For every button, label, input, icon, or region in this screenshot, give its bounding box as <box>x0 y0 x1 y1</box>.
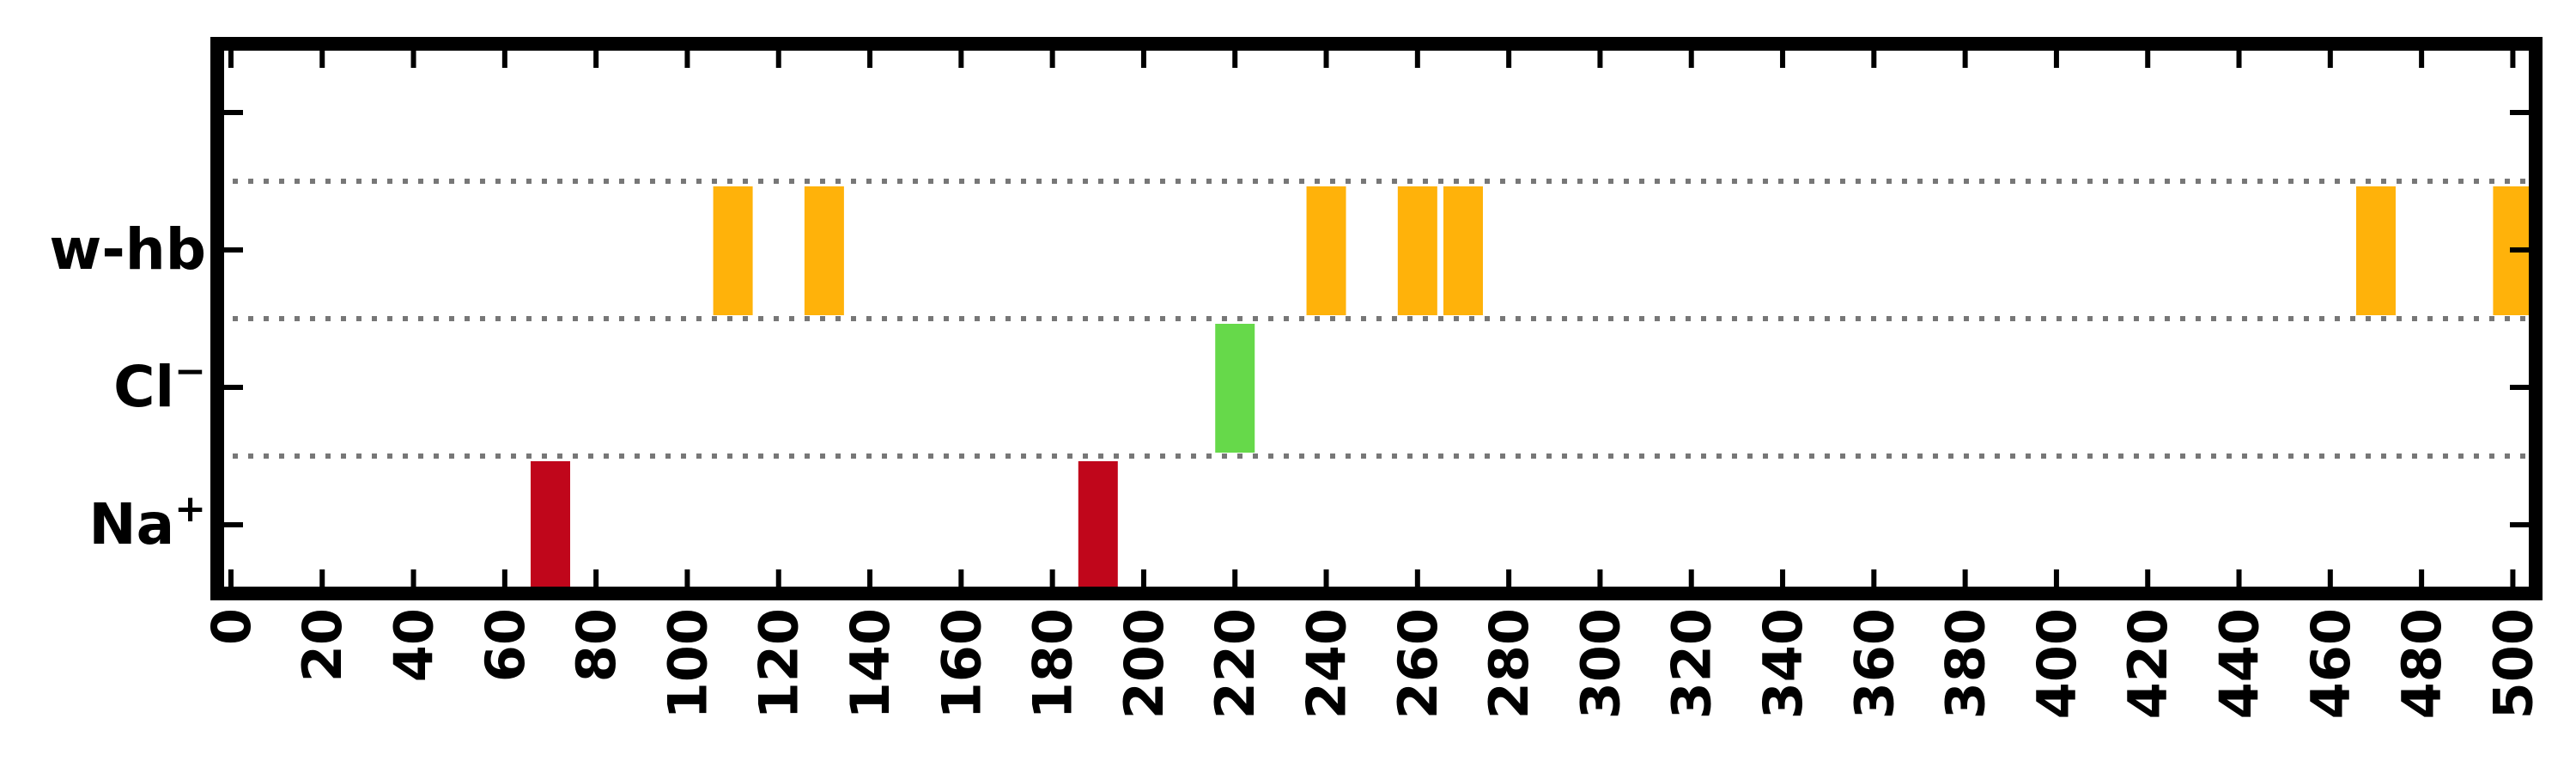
y-tick-label: Na+ <box>88 487 206 557</box>
x-tick-label: 0 <box>200 608 263 645</box>
x-tick-label: 380 <box>1935 608 1997 719</box>
event-bars <box>530 186 2529 590</box>
event-bar <box>713 186 753 315</box>
x-tick-label: 300 <box>1569 608 1631 719</box>
event-bar <box>1215 324 1255 453</box>
y-tick-label-text: Na <box>88 491 174 557</box>
x-tick-label: 140 <box>839 608 902 719</box>
x-tick-label: 240 <box>1296 608 1358 719</box>
gridlines <box>217 179 2536 459</box>
x-tick-label: 40 <box>383 608 446 682</box>
x-tick-label: 200 <box>1113 608 1176 719</box>
x-tick-label: 340 <box>1752 608 1814 719</box>
x-tick-label: 100 <box>656 608 719 719</box>
x-tick-label: 180 <box>1022 608 1084 719</box>
event-bar <box>1306 186 1346 315</box>
y-tick-label-text: w-hb <box>49 216 206 283</box>
x-tick-label: 220 <box>1204 608 1267 719</box>
event-bar <box>804 186 844 315</box>
y-tick-label: w-hb <box>49 216 206 283</box>
y-tick-label-text: Cl <box>113 354 174 420</box>
x-tick-label: 460 <box>2300 608 2362 719</box>
y-tick-labels: Na+ Cl− w-hb <box>49 216 206 557</box>
x-tick-label: 400 <box>2026 608 2088 719</box>
y-tick-label: Cl− <box>113 350 206 420</box>
x-tick-label: 160 <box>930 608 993 719</box>
x-tick-label: 440 <box>2208 608 2271 719</box>
event-bar <box>1397 186 1437 315</box>
event-bar <box>530 461 570 590</box>
x-tick-label: 260 <box>1387 608 1449 719</box>
x-tick-label: 360 <box>1843 608 1905 719</box>
event-bar <box>1078 461 1118 590</box>
x-tick-label: 80 <box>565 608 628 682</box>
x-tick-label: 420 <box>2117 608 2179 719</box>
plot-frame <box>210 37 2543 600</box>
x-tick-labels: 0 20 40 60 80 100 120 140 160 180 200 220 240 260 280 3… <box>200 608 2544 719</box>
event-bar <box>2355 186 2396 315</box>
x-tick-label: 120 <box>748 608 811 719</box>
x-tick-label: 500 <box>2482 608 2544 719</box>
y-tick-label-sup: + <box>174 487 206 531</box>
x-tick-label: 280 <box>1478 608 1540 719</box>
x-tick-label: 480 <box>2391 608 2453 719</box>
y-tick-label-sup: − <box>174 350 206 393</box>
x-tick-label: 60 <box>474 608 537 682</box>
x-tick-label: 320 <box>1661 608 1723 719</box>
event-bar <box>1443 186 1483 315</box>
x-tick-label: 20 <box>291 608 354 682</box>
